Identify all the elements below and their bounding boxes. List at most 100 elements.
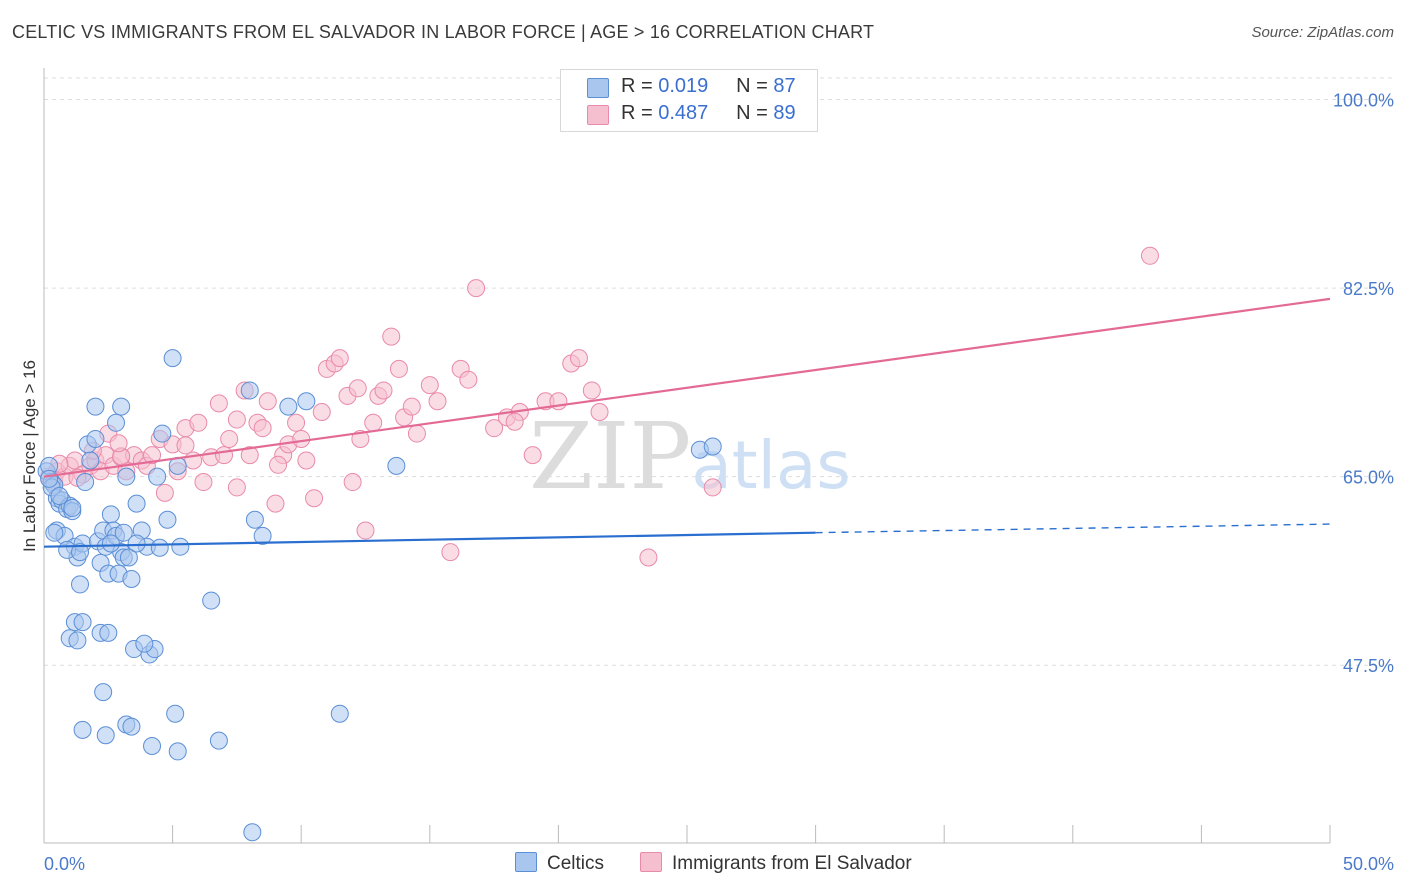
chart-title: CELTIC VS IMMIGRANTS FROM EL SALVADOR IN… (12, 22, 875, 42)
point-celtics (71, 543, 90, 562)
point-celtics (163, 349, 182, 368)
point-salvador (407, 424, 426, 443)
legend-r-label: R = (621, 75, 653, 97)
point-salvador (467, 279, 486, 298)
point-celtics (112, 397, 131, 416)
trend-line-salvador (43, 297, 1331, 478)
point-celtics (94, 683, 113, 702)
point-salvador (582, 381, 601, 400)
point-salvador (364, 413, 383, 432)
point-celtics (153, 424, 172, 443)
bottom-legend-label-salvador: Immigrants from El Salvador (672, 853, 912, 874)
legend-swatch-celtics (587, 78, 609, 98)
point-salvador (215, 446, 234, 465)
point-celtics (209, 731, 228, 750)
point-celtics (143, 737, 162, 756)
watermark-zip: ZIP (529, 403, 691, 510)
point-salvador (351, 429, 370, 448)
point-celtics (279, 397, 298, 416)
y-tick-label: 82.5% (1343, 279, 1394, 299)
bottom-legend-label-celtics: Celtics (547, 853, 605, 874)
legend-r-value: 0.019 (658, 75, 709, 97)
point-salvador (240, 446, 259, 465)
point-salvador (505, 412, 524, 431)
point-celtics (45, 523, 64, 542)
point-celtics (99, 623, 118, 642)
point-celtics (76, 473, 95, 492)
watermark: ZIPatlas (529, 403, 851, 510)
point-celtics (73, 613, 92, 632)
point-celtics (96, 726, 115, 745)
point-celtics (71, 575, 90, 594)
point-salvador (292, 429, 311, 448)
point-salvador (305, 489, 324, 508)
point-celtics (330, 704, 349, 723)
point-celtics (253, 526, 272, 545)
point-salvador (389, 359, 408, 378)
point-salvador (209, 394, 228, 413)
point-celtics (73, 720, 92, 739)
point-celtics (202, 591, 221, 610)
point-salvador (428, 392, 447, 411)
point-celtics (122, 570, 141, 589)
point-salvador (348, 379, 367, 398)
point-celtics (50, 487, 69, 506)
series-salvador-points (40, 246, 1159, 567)
point-celtics (40, 469, 59, 488)
point-celtics (68, 631, 87, 650)
point-celtics (122, 717, 141, 736)
point-salvador (194, 473, 213, 492)
point-salvador (269, 455, 288, 474)
point-celtics (119, 548, 138, 567)
source-label: Source: ZipAtlas.com (1251, 24, 1394, 41)
point-salvador (155, 483, 174, 502)
point-salvador (523, 446, 542, 465)
point-salvador (330, 349, 349, 368)
point-salvador (356, 521, 375, 540)
point-celtics (168, 742, 187, 761)
point-salvador (343, 473, 362, 492)
x-tick-label-max: 50.0% (1343, 854, 1394, 874)
legend-n-label: N = (736, 102, 768, 124)
point-celtics (703, 437, 722, 456)
point-salvador (297, 451, 316, 470)
point-salvador (639, 548, 658, 567)
legend-r-value: 0.487 (658, 102, 709, 124)
point-salvador (312, 403, 331, 422)
bottom-legend-swatch-salvador (640, 852, 662, 872)
point-celtics (387, 456, 406, 475)
point-salvador (189, 413, 208, 432)
point-salvador (485, 419, 504, 438)
trend-line-celtics-extension (815, 523, 1331, 534)
point-celtics (81, 451, 100, 470)
point-salvador (287, 413, 306, 432)
point-salvador (1140, 246, 1159, 265)
point-salvador (109, 434, 128, 453)
point-celtics (101, 505, 120, 524)
trend-line-celtics (43, 531, 816, 548)
point-celtics (171, 537, 190, 556)
y-axis-label: In Labor Force | Age > 16 (20, 360, 39, 552)
point-celtics (240, 381, 259, 400)
point-salvador (382, 327, 401, 346)
point-celtics (243, 823, 262, 842)
x-tick-label-min: 0.0% (44, 854, 85, 874)
bottom-legend-salvador: Immigrants from El Salvador (640, 852, 912, 875)
point-celtics (117, 467, 136, 486)
point-celtics (135, 634, 154, 653)
point-celtics (158, 510, 177, 529)
y-tick-labels: 47.5% 65.0% 82.5% 100.0% (1333, 91, 1394, 677)
point-salvador (143, 446, 162, 465)
point-celtics (101, 534, 120, 553)
point-celtics (150, 538, 169, 557)
point-celtics (86, 397, 105, 416)
point-celtics (63, 498, 82, 517)
bottom-legend-celtics: Celtics (515, 852, 604, 875)
point-celtics (148, 467, 167, 486)
axes (43, 68, 1331, 844)
point-salvador (227, 410, 246, 429)
point-salvador (253, 419, 272, 438)
series-celtics-points (37, 349, 722, 842)
trend-lines (43, 297, 1331, 548)
point-salvador (220, 429, 239, 448)
